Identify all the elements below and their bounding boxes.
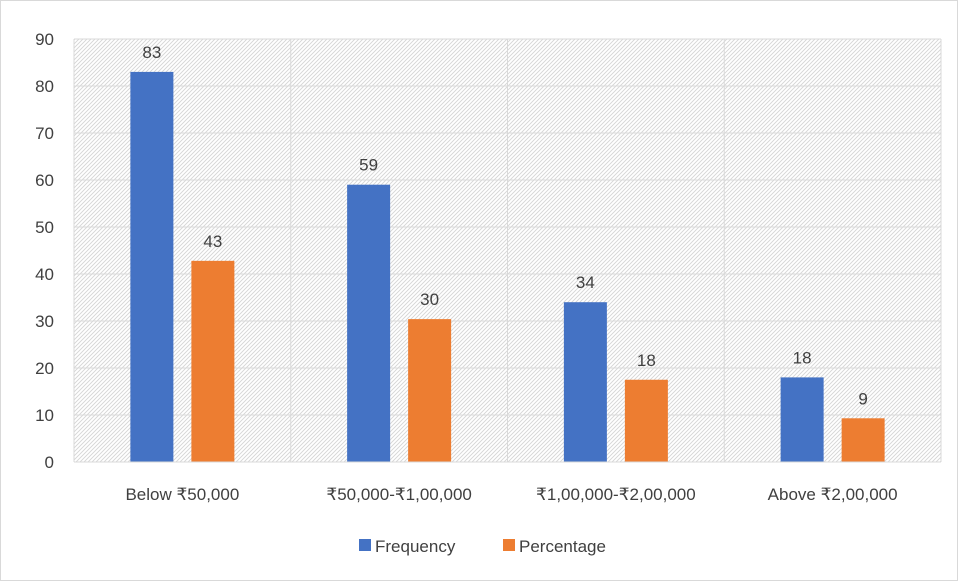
x-tick-label: Above ₹2,00,000 (768, 485, 898, 504)
legend-item-percentage: Percentage (503, 537, 606, 556)
bar-frequency (347, 184, 391, 462)
x-axis: Below ₹50,000 ₹50,000-₹1,00,000 ₹1,00,000-… (74, 461, 941, 504)
bar-percentage (191, 260, 235, 462)
y-tick-label: 30 (35, 312, 54, 331)
y-tick-label: 70 (35, 124, 54, 143)
legend-label: Frequency (375, 537, 456, 556)
legend-swatch (503, 539, 515, 551)
x-tick-label: ₹1,00,000-₹2,00,000 (536, 485, 696, 504)
x-tick-label: Below ₹50,000 (125, 485, 239, 504)
y-tick-label: 20 (35, 359, 54, 378)
bar-percentage (408, 319, 452, 462)
data-label: 43 (203, 232, 222, 251)
y-tick-label: 10 (35, 406, 54, 425)
bar-frequency (563, 302, 607, 462)
y-axis: 0 10 20 30 40 50 60 70 80 90 (35, 30, 54, 472)
bars: 83 43 59 30 34 18 18 9 (130, 43, 885, 463)
data-label: 18 (793, 348, 812, 367)
y-tick-label: 40 (35, 265, 54, 284)
bar-percentage (841, 418, 885, 462)
y-tick-label: 0 (45, 453, 54, 472)
legend-swatch (359, 539, 371, 551)
y-tick-label: 50 (35, 218, 54, 237)
y-tick-label: 60 (35, 171, 54, 190)
y-tick-label: 90 (35, 30, 54, 49)
data-label: 18 (637, 351, 656, 370)
data-label: 83 (142, 43, 161, 62)
data-label: 34 (576, 273, 595, 292)
bar-frequency (130, 71, 174, 463)
y-tick-label: 80 (35, 77, 54, 96)
bar-frequency (780, 377, 824, 462)
bar-percentage (624, 379, 668, 462)
x-tick-label: ₹50,000-₹1,00,000 (326, 485, 471, 504)
data-label: 9 (858, 389, 867, 408)
legend-item-frequency: Frequency (359, 537, 456, 556)
legend-label: Percentage (519, 537, 606, 556)
data-label: 59 (359, 156, 378, 175)
data-label: 30 (420, 290, 439, 309)
legend: Frequency Percentage (359, 537, 606, 556)
